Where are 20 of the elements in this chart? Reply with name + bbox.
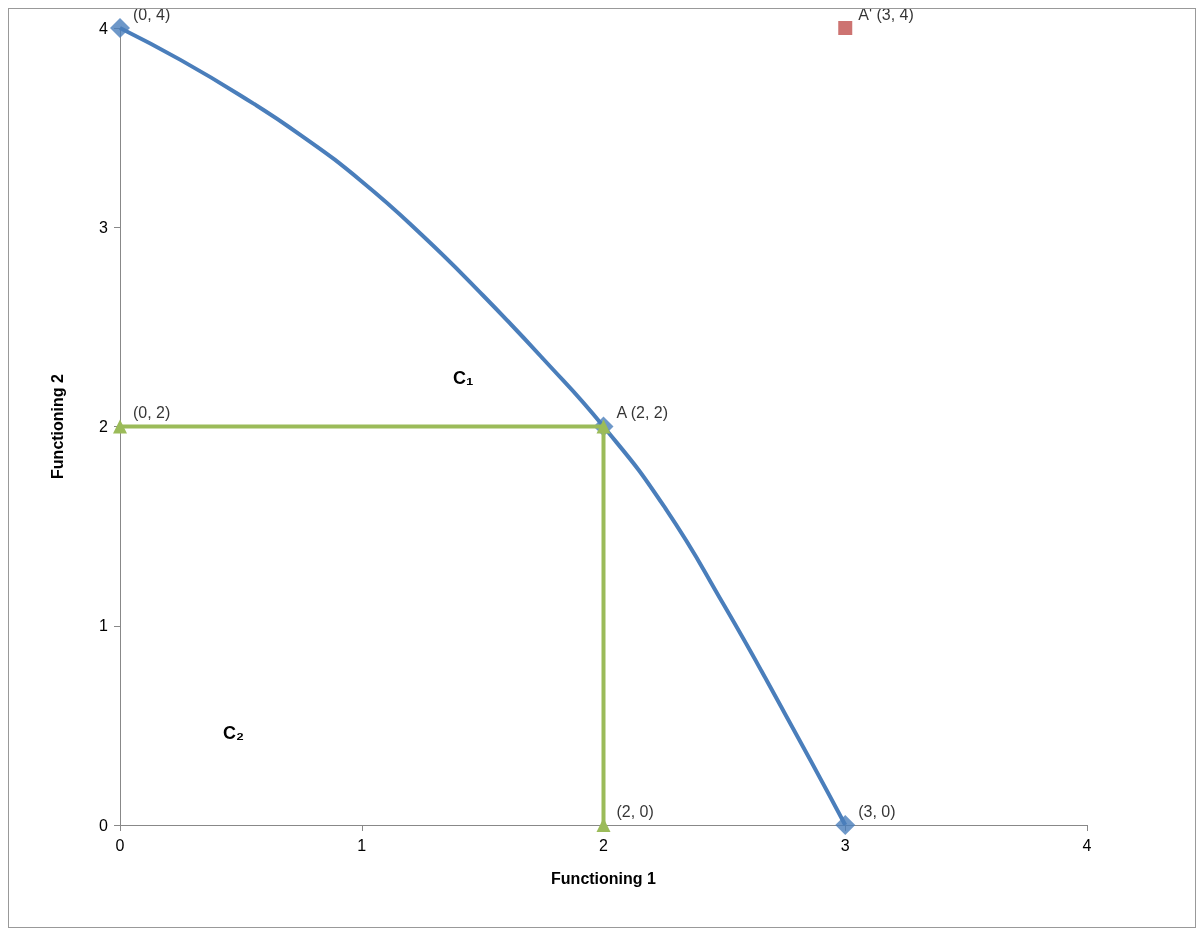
- x-tick-label: 1: [357, 836, 367, 854]
- annotation: A (2, 2): [616, 404, 669, 421]
- annotation: (0, 2): [133, 404, 171, 421]
- point: [113, 419, 127, 434]
- y-axis-title: Functioning 2: [48, 373, 66, 479]
- x-tick-label: 4: [1082, 836, 1092, 854]
- y-tick-label: 0: [99, 816, 109, 834]
- x-tick-label: 2: [599, 836, 609, 854]
- x-tick-label: 3: [840, 836, 850, 854]
- y-tick-label: 4: [99, 19, 109, 37]
- x-tick-label: 0: [115, 836, 125, 854]
- annotation: (2, 0): [616, 802, 654, 820]
- annotation: C₂: [223, 723, 244, 743]
- y-tick-label: 1: [99, 617, 109, 635]
- y-tick-label: 3: [99, 218, 109, 236]
- x-axis-title: Functioning 1: [551, 869, 657, 887]
- annotation: C₁: [453, 368, 474, 388]
- point: [838, 21, 853, 35]
- annotation: (3, 0): [858, 802, 896, 820]
- y-tick-label: 2: [99, 418, 109, 435]
